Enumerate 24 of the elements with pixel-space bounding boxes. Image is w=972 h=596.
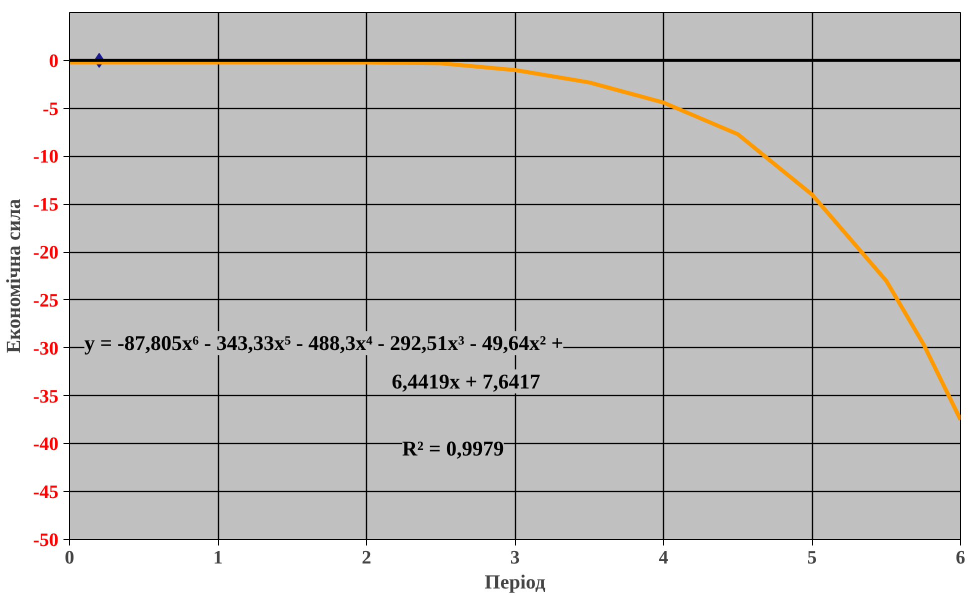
x-tick-label: 0: [64, 548, 74, 568]
annotation: 6,4419x + 7,6417: [392, 369, 540, 394]
x-tick-label: 5: [807, 548, 817, 568]
x-axis-title: Період: [484, 572, 546, 594]
line-series: [70, 60, 960, 422]
y-tick-label: -30: [33, 338, 58, 360]
y-tick-label: -20: [33, 242, 58, 264]
y-tick-label: -10: [33, 146, 58, 168]
y-tick-label: -5: [42, 98, 58, 120]
y-tick-label: -45: [33, 482, 58, 504]
y-tick-label: -50: [33, 530, 58, 551]
annotation: R² = 0,9979: [402, 436, 504, 460]
y-tick-label: 0: [49, 50, 58, 72]
x-tick-label: 3: [510, 548, 520, 568]
x-tick-label: 2: [362, 548, 372, 568]
y-tick-label: -15: [33, 194, 58, 216]
y-tick-label: -25: [33, 290, 58, 312]
x-tick-label: 4: [658, 548, 669, 568]
x-tick-label: 1: [213, 548, 223, 568]
annotation: y = -87,805x⁶ - 343,33x⁵ - 488,3x⁴ - 292,51x³ - 49,64x² +: [84, 331, 564, 356]
x-tick-label: 6: [956, 548, 966, 568]
y-tick-label: -40: [33, 434, 58, 456]
y-tick-label: -35: [33, 386, 58, 408]
y-axis-title: Економічна сила: [3, 198, 26, 354]
